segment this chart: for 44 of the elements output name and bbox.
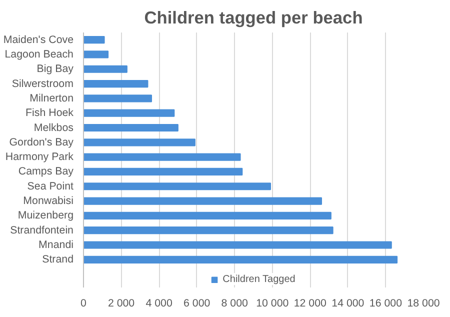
x-tick-label: 18 000 xyxy=(407,298,440,310)
y-tick-label: Sea Point xyxy=(27,180,74,192)
bar xyxy=(84,168,243,176)
y-tick-label: Harmony Park xyxy=(5,151,74,164)
y-tick-label: Gordon's Bay xyxy=(9,136,74,148)
bar xyxy=(84,124,178,132)
bar xyxy=(84,50,109,58)
bar xyxy=(84,80,148,88)
bar xyxy=(84,182,271,190)
bar xyxy=(84,138,196,146)
y-tick-label: Maiden's Cove xyxy=(3,34,74,46)
y-tick-label: Big Bay xyxy=(36,63,74,76)
x-tick-label: 14 000 xyxy=(332,298,364,310)
x-tick-label: 2 000 xyxy=(108,298,135,310)
bar xyxy=(84,153,241,161)
bar xyxy=(84,109,175,117)
x-tick-label: 8 000 xyxy=(221,298,248,310)
y-tick-label: Milnerton xyxy=(30,92,74,104)
bar xyxy=(84,212,332,220)
bar xyxy=(84,36,105,44)
y-tick-label: Monwabisi xyxy=(23,195,74,208)
x-tick-label: 6 000 xyxy=(184,298,210,310)
y-tick-label: Fish Hoek xyxy=(26,107,74,120)
x-tick-label: 12 000 xyxy=(294,298,327,310)
y-tick-label: Strandfontein xyxy=(10,224,74,236)
bar xyxy=(84,197,322,205)
bar xyxy=(84,94,152,102)
x-tick-label: 0 xyxy=(80,298,87,310)
bar xyxy=(84,226,334,234)
legend-label: Children Tagged xyxy=(222,273,296,285)
y-tick-label: Strand xyxy=(42,254,74,266)
bar xyxy=(84,65,128,73)
y-tick-label: Muizenberg xyxy=(18,210,74,222)
y-tick-label: Melkbos xyxy=(34,122,74,134)
x-tick-label: 4 000 xyxy=(146,298,172,310)
x-tick-label: 10 000 xyxy=(256,298,289,310)
y-tick-label: Lagoon Beach xyxy=(4,48,74,60)
x-tick-label: 16 000 xyxy=(369,298,402,310)
bar xyxy=(84,241,392,249)
y-tick-label: Silwerstroom xyxy=(12,78,74,90)
bar xyxy=(84,256,398,264)
y-tick-label: Camps Bay xyxy=(18,166,74,178)
y-tick-label: Mnandi xyxy=(38,239,74,251)
chart-title: Children tagged per beach xyxy=(144,8,363,28)
